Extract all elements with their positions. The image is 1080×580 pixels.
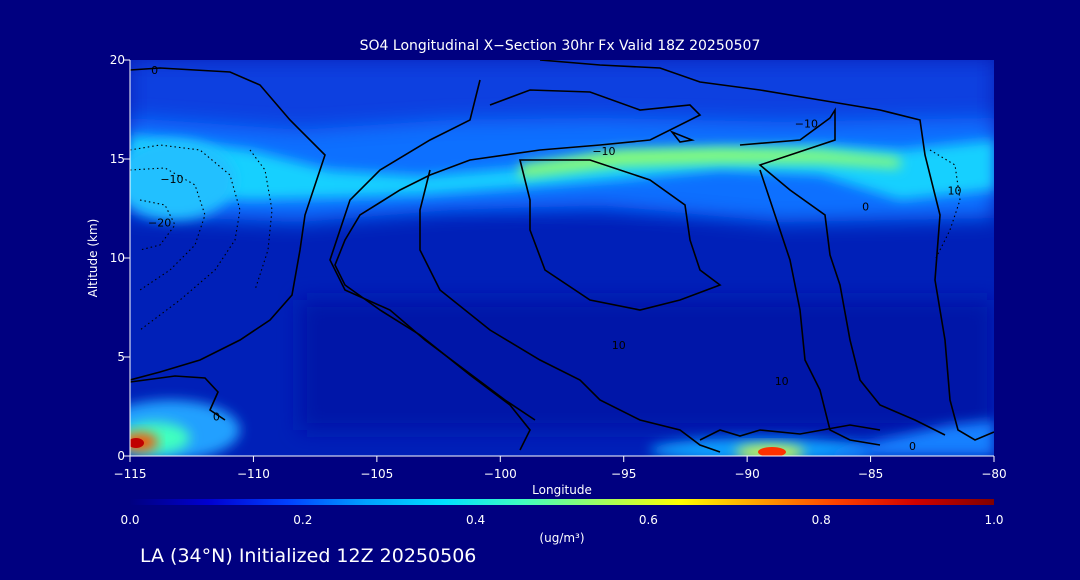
y-tick-label: 5	[117, 350, 125, 364]
x-tick-label: −90	[734, 467, 759, 481]
x-tick-label: −105	[360, 467, 393, 481]
y-axis-label: Altitude (km)	[86, 219, 100, 298]
contour-zero-main	[539, 60, 994, 441]
contour-zero-surface-left	[130, 375, 226, 421]
colorbar-tick-label: 0.8	[812, 513, 831, 527]
colorbar-tick-label: 1.0	[984, 513, 1003, 527]
x-tick-label: −110	[237, 467, 270, 481]
colorbar	[130, 499, 994, 505]
contour-label: 0	[909, 440, 916, 453]
x-axis-label: Longitude	[532, 483, 592, 497]
contour-top-tick	[669, 130, 695, 143]
contour-surface-right	[699, 424, 881, 441]
contour-label: −10	[592, 145, 615, 158]
x-tick-label: −100	[484, 467, 517, 481]
x-tick-label: −95	[611, 467, 636, 481]
contour-ten-right	[739, 107, 946, 436]
contour-ten-center	[518, 159, 722, 311]
contour-labels: 0 −10 −10 −20 −10 10 10 10 0 0 0	[148, 64, 961, 453]
colorbar-tick-label: 0.4	[466, 513, 485, 527]
x-tick-label: −85	[858, 467, 883, 481]
contour-label: −20	[148, 216, 171, 229]
colorbar-tick-label: 0.2	[293, 513, 312, 527]
init-text: LA (34°N) Initialized 12Z 20250506	[140, 545, 476, 567]
contour-label: 10	[775, 375, 789, 388]
contour-dotted-1	[130, 144, 241, 331]
field-band-streak	[520, 148, 900, 178]
x-tick-label: −80	[981, 467, 1006, 481]
contour-label: 0	[151, 64, 158, 77]
x-ticks: −115 −110 −105 −100 −95 −90 −85 −80	[114, 456, 1007, 481]
y-tick-label: 20	[110, 53, 125, 67]
chart-title: SO4 Longitudinal X−Section 30hr Fx Valid…	[360, 38, 761, 54]
y-tick-label: 10	[110, 251, 125, 265]
contour-lines	[130, 60, 994, 453]
contour-dotted-right	[929, 149, 961, 261]
contour-ten-lower	[419, 169, 721, 453]
contour-label: 10	[612, 339, 626, 352]
field-surface-plume-left-peak	[130, 438, 144, 448]
colorbar-ticks: 0.0 0.2 0.4 0.6 0.8 1.0	[120, 513, 1003, 527]
y-tick-label: 15	[110, 152, 125, 166]
field-left-plume	[130, 140, 235, 220]
field-lower-region	[300, 300, 994, 430]
colorbar-unit-label: (ug/m³)	[539, 531, 584, 545]
contour-dotted-negative-left	[130, 144, 961, 331]
colorbar-tick-label: 0.6	[639, 513, 658, 527]
contour-ten-left	[329, 79, 536, 421]
contour-zero-left	[130, 67, 326, 381]
contour-label: 0	[862, 201, 869, 214]
contour-ten-lower-right	[759, 169, 881, 446]
contour-label: 10	[948, 185, 962, 198]
concentration-field: 0 −10 −10 −20 −10 10 10 10 0 0 0	[130, 60, 994, 456]
field-surface-plume-right	[820, 420, 994, 456]
colorbar-tick-label: 0.0	[120, 513, 139, 527]
y-tick-label: 0	[117, 449, 125, 463]
contour-label: 0	[213, 410, 220, 423]
contour-label: −10	[795, 117, 818, 130]
y-ticks: 0 5 10 15 20	[110, 53, 130, 463]
contour-label: −10	[160, 173, 183, 186]
field-surface-plume-center-core	[758, 447, 786, 456]
x-tick-label: −115	[114, 467, 147, 481]
